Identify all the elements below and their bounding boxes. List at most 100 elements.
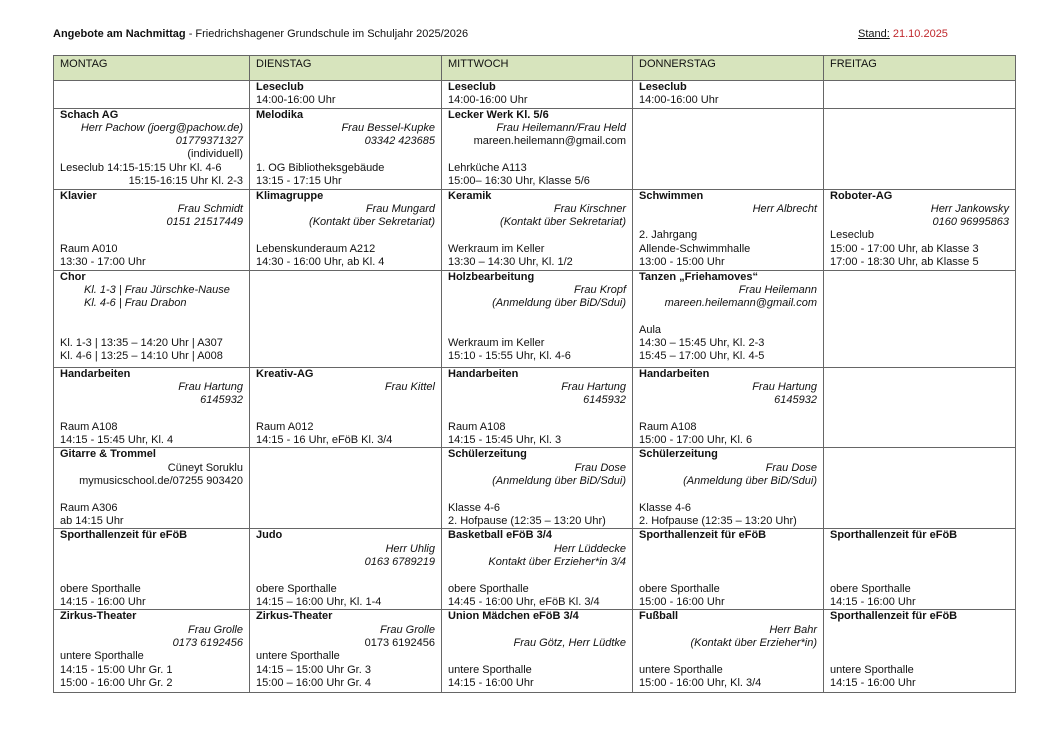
activity-detail: Herr Albrecht [752,202,817,215]
activity-name: Union Mädchen eFöB 3/4 [448,610,579,623]
activity-detail: 01779371327 [175,135,243,148]
activity-detail [256,569,435,582]
activity-detail [639,556,817,569]
activity-detail: (Kontakt über Sekretariat) [309,216,435,229]
activity-detail: 14:15 - 16:00 Uhr [830,676,916,689]
activity-detail: Frau Kropf [574,283,626,296]
activity-detail [60,488,243,501]
activity-detail [639,407,817,420]
activity-name: Sporthallenzeit für eFöB [639,529,767,542]
activity-detail: Raum A012 [256,420,314,433]
activity-detail: 14:30 - 16:00 Uhr, ab Kl. 4 [256,256,385,269]
activity-detail: 03342 423685 [364,135,435,148]
activity-detail: 14:15 - 15:45 Uhr, Kl. 3 [448,434,562,447]
activity-name: Leseclub [256,81,304,93]
day-header-freitag: FREITAG [823,55,1016,81]
activity-detail [639,650,817,663]
activity-detail: 14:15 - 15:00 Uhr Gr. 1 [60,663,173,676]
activity-cell: Klavier Frau Schmidt 0151 21517449 Raum A01… [53,188,250,271]
activity-cell [823,107,1016,190]
table-row: Gitarre & Trommel Cüneyt Soruklu mymusicsc… [53,447,1016,530]
activity-detail: 15:00 - 16:00 Uhr Gr. 2 [60,676,173,689]
activity-detail: Frau Schmidt [177,202,243,215]
activity-cell: Sporthallenzeit für eFöB obere Sporthalle… [632,528,824,611]
activity-cell: Sporthallenzeit für eFöB obere Sporthalle… [53,528,250,611]
activity-detail: Herr Uhlig [385,542,435,555]
activity-detail: Frau Hartung [561,380,626,393]
title-bold: Angebote am Nachmittag [53,28,186,40]
activity-detail: 0173 6192456 [172,636,243,649]
activity-detail: (Anmeldung über BiD/Sdui) [492,474,626,487]
activity-detail: 14:15 - 15:45 Uhr, Kl. 4 [60,434,174,447]
activity-detail: 0163 6789219 [364,555,435,568]
activity-detail: Raum A108 [60,420,118,433]
activity-cell: Handarbeiten Frau Hartung 6145932 Raum A108… [632,366,824,449]
activity-name: Holzbearbeitung [448,270,535,283]
activity-cell: Leseclub 14:00-16:00 Uhr [632,80,824,109]
activity-cell [53,80,250,109]
activity-name: Handarbeiten [60,367,131,380]
activity-cell: Leseclub 14:00-16:00 Uhr [249,80,442,109]
activity-detail: Frau Dose [765,461,817,474]
activity-name: Schwimmen [639,189,704,202]
activity-detail: 14:00-16:00 Uhr [448,94,528,107]
activity-detail: 14:30 – 15:45 Uhr, Kl. 2-3 [639,337,765,350]
activity-detail [830,624,1009,637]
activity-detail: Frau Hartung [752,380,817,393]
activity-detail: obere Sporthalle [448,582,529,595]
activity-name: Sporthallenzeit für eFöB [830,610,958,623]
activity-detail: Frau Götz, Herr Lüdtke [513,636,627,649]
activity-detail: (Kontakt über Erzieher*in) [690,636,817,649]
activity-detail: Frau Heilemann [738,283,817,296]
activity-cell [249,269,442,368]
activity-detail: 2. Jahrgang [639,229,698,242]
activity-detail: untere Sporthalle [256,650,340,663]
activity-detail [256,407,435,420]
activity-detail: 14:15 - 16 Uhr, eFöB Kl. 3/4 [256,434,393,447]
activity-detail: Raum A108 [639,420,697,433]
day-header-montag: MONTAG [53,55,250,81]
activity-cell [823,269,1016,368]
activity-detail: 6145932 [200,394,243,407]
activity-detail: Frau Kirschner [553,202,626,215]
activity-detail: Kl. 4-6 | 13:25 – 14:10 Uhr | A008 [60,350,223,363]
activity-cell: Basketball eFöB 3/4 Herr Lüddecke Kontakt … [441,528,633,611]
activity-detail: 14:15 - 16:00 Uhr [60,595,146,608]
activity-detail: 15:00 - 17:00 Uhr, Kl. 6 [639,434,753,447]
activity-detail: Raum A306 [60,501,118,514]
activity-detail: Frau Mungard [365,202,435,215]
activity-detail [60,543,243,556]
activity-detail: Kontakt über Erzieher*in 3/4 [488,555,626,568]
activity-name: Keramik [448,189,492,202]
activity-detail: 14:15 – 16:00 Uhr, Kl. 1-4 [256,595,382,608]
activity-name: Roboter-AG [830,189,893,202]
activity-name: Sporthallenzeit für eFöB [60,529,188,542]
activity-detail [448,310,626,323]
activity-detail: Frau Dose [574,461,626,474]
activity-detail: 17:00 - 18:30 Uhr, ab Klasse 5 [830,256,979,269]
activity-detail [830,543,1009,556]
table-row: Handarbeiten Frau Hartung 6145932 Raum A108… [53,366,1016,449]
activity-detail: 15:00– 16:30 Uhr, Klasse 5/6 [448,175,590,188]
activity-detail: (Anmeldung über BiD/Sdui) [683,474,817,487]
activity-detail [448,148,626,161]
day-header-donnerstag: DONNERSTAG [632,55,824,81]
activity-detail [830,556,1009,569]
activity-cell: Chor Kl. 1-3 | Frau Jürschke-Nause Kl. 4-6… [53,269,250,368]
activity-cell: Schülerzeitung Frau Dose (Anmeldung über B… [441,447,633,530]
activity-detail [448,569,626,582]
activity-detail: mymusicschool.de/07255 903420 [79,474,243,487]
activity-detail [448,229,626,242]
activity-name: Leseclub [639,81,687,93]
activity-detail: Kl. 4-6 | Frau Drabon [84,297,187,310]
activity-detail: 13:00 - 15:00 Uhr [639,256,725,269]
activity-detail [256,148,435,161]
activity-detail: Frau Heilemann/Frau Held [496,121,626,134]
activity-detail [256,394,435,407]
activity-detail: Raum A010 [60,242,118,255]
activity-detail [639,216,817,229]
activity-cell: Keramik Frau Kirschner (Kontakt über Sekre… [441,188,633,271]
activity-detail: 15:45 – 17:00 Uhr, Kl. 4-5 [639,350,765,363]
activity-detail [639,543,817,556]
activity-detail [830,650,1009,663]
